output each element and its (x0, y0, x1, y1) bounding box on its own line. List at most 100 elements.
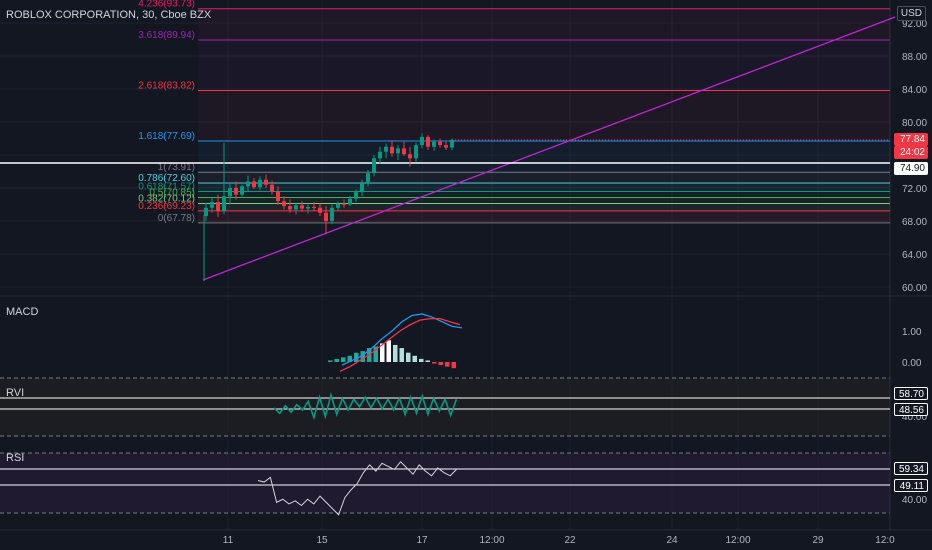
macd-tick-0: 1.00 (902, 327, 922, 338)
candle-body-31 (390, 146, 394, 154)
candle-body-27 (366, 173, 370, 184)
candle-body-1 (210, 202, 214, 208)
candle-body-37 (426, 136, 430, 147)
fib-zone-3 (198, 141, 890, 173)
macd-hist-bar-14 (419, 358, 424, 362)
time-tick-2: 17 (416, 535, 428, 546)
candle-body-17 (306, 206, 310, 209)
rsi-lower-tag: 49.11 (894, 479, 928, 492)
hline-price-tag: 74.90 (894, 162, 928, 175)
candle-body-5 (234, 188, 238, 195)
rsi-pane-title: RSI (6, 452, 25, 464)
fib-levels: 4.236(93.73) 3.618(89.94) 2.618(83.82) 1.61… (138, 0, 890, 224)
time-tick-3: 12:00 (479, 535, 504, 546)
candle-body-23 (342, 203, 346, 205)
candle-body-13 (282, 201, 286, 207)
candle-body-21 (330, 207, 334, 221)
fib-label-5: 0.786(72.60) (138, 173, 195, 184)
macd-hist-bar-10 (393, 344, 398, 362)
rvi-line (273, 391, 458, 421)
fib-label-1: 3.618(89.94) (138, 30, 195, 41)
rsi-band-background (0, 453, 890, 513)
time-tick-5: 24 (666, 535, 678, 546)
fib-lowzone-2 (198, 191, 890, 198)
fib-label-0: 4.236(93.73) (138, 0, 195, 10)
fib-lowzone-4 (198, 203, 890, 211)
candle-body-4 (228, 188, 232, 197)
rsi-upper-tag: 59.34 (894, 462, 928, 475)
candle-body-10 (264, 179, 268, 185)
price-tick-1: 88.00 (902, 52, 927, 63)
trendline[interactable] (202, 16, 896, 281)
candle-body-2 (216, 202, 220, 212)
macd-hist-bar-2 (341, 357, 346, 362)
macd-tick-1: 0.00 (902, 358, 922, 369)
price-tick-8: 60.00 (902, 283, 927, 294)
fib-label-8: 0.382(70.12) (138, 194, 195, 205)
candle-body-11 (270, 184, 274, 192)
currency-button[interactable]: USD (896, 6, 926, 21)
rvi-upper-tag: 58.70 (894, 387, 928, 400)
candle-body-26 (360, 183, 364, 193)
fib-lowzone-0 (198, 172, 890, 184)
price-tick-5: 72.00 (902, 184, 927, 195)
macd-hist-bar-17 (438, 362, 443, 366)
price-axis[interactable]: 92.0088.0084.0080.0076.0072.0068.0064.00… (902, 19, 927, 506)
candle-body-18 (312, 206, 316, 208)
macd-hist-bar-8 (380, 343, 385, 362)
candle-body-7 (246, 181, 250, 187)
candle-body-0 (204, 207, 208, 217)
fib-zone-1 (198, 39, 890, 91)
candle-body-38 (432, 141, 436, 147)
fib-label-6: 0.618(71.57) (138, 182, 195, 193)
price-tick-6: 68.00 (902, 217, 927, 228)
fib-lowzone-3 (198, 197, 890, 204)
rsi-pane (0, 460, 890, 516)
fib-label-3: 1.618(77.69) (138, 131, 195, 142)
macd-pane-title: MACD (6, 306, 39, 318)
time-axis[interactable]: 11 15 17 12:00 22 24 12:00 29 12:0 (0, 529, 932, 546)
price-tick-3: 80.00 (902, 118, 927, 129)
fib-label-4: 1(73.91) (158, 162, 195, 173)
time-tick-1: 15 (316, 535, 328, 546)
gridlines (0, 0, 932, 530)
candle-body-24 (348, 198, 352, 205)
rvi-pane-title: RVI (6, 387, 25, 399)
candle-body-8 (252, 181, 256, 188)
macd-hist-bar-4 (354, 352, 359, 362)
macd-hist-bar-1 (334, 358, 339, 362)
candle-body-12 (276, 191, 280, 202)
candle-body-9 (258, 179, 262, 188)
candle-body-35 (414, 145, 418, 159)
time-tick-4: 22 (564, 535, 576, 546)
candle-body-32 (396, 148, 400, 154)
candle-body-14 (288, 206, 292, 210)
candle-body-15 (294, 205, 298, 210)
candle-body-20 (324, 212, 328, 221)
rvi-band-background (0, 378, 890, 436)
fib-lowzone-1 (198, 183, 890, 192)
macd-line (341, 313, 463, 366)
candle-body-36 (420, 136, 424, 146)
rvi-pane (0, 391, 890, 421)
rsi-tick: 40.00 (902, 495, 927, 506)
candle-body-30 (384, 146, 388, 152)
rvi-lower-tag: 48.56 (894, 403, 928, 416)
price-tick-7: 64.00 (902, 250, 927, 261)
candle-body-33 (402, 148, 406, 155)
rvi-tick: 40.00 (902, 412, 927, 423)
macd-hist-bar-18 (445, 362, 450, 367)
fib-label-2: 2.618(83.82) (138, 80, 195, 91)
fib-zone-0 (198, 8, 890, 40)
last-price-tag: 77.84 (894, 133, 928, 146)
candles (204, 133, 890, 235)
candle-body-28 (372, 158, 376, 174)
time-tick-0: 11 (223, 535, 234, 546)
candle-body-6 (240, 186, 244, 195)
fib-label-9: 0.236(69.23) (138, 201, 195, 212)
candle-body-40 (444, 145, 448, 148)
bar-countdown-tag: 24:02 (894, 146, 928, 159)
fib-label-7: 0.5(70.85) (149, 187, 195, 198)
candle-body-22 (336, 203, 340, 208)
